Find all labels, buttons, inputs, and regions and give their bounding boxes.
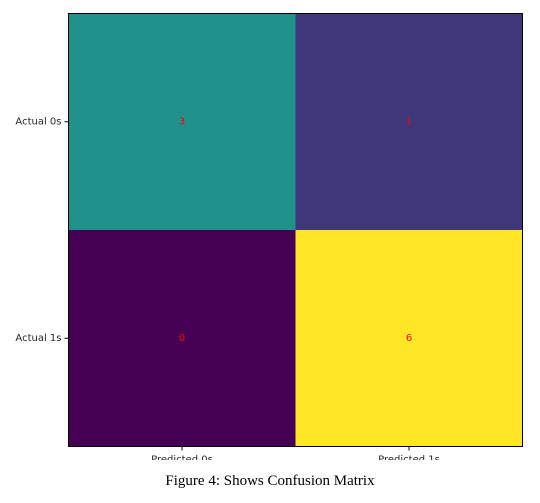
heatmap-cell-r0-c1	[295, 13, 523, 230]
heatmap-cells	[68, 13, 523, 447]
y-axis-ticks: Actual 0s Actual 1s	[15, 116, 69, 344]
y-tick-label-0: Actual 0s	[15, 116, 61, 127]
x-axis-ticks: Predicted 0s Predicted 1s	[151, 446, 440, 461]
cell-value-r0-c1: 1	[406, 116, 412, 127]
y-tick-label-1: Actual 1s	[15, 333, 61, 344]
plot-frame	[68, 13, 523, 447]
cell-value-labels: 3 1 0 6	[179, 116, 412, 344]
cell-value-r0-c0: 3	[179, 116, 185, 127]
cell-value-r1-c0: 0	[179, 333, 185, 344]
cell-value-r1-c1: 6	[406, 333, 412, 344]
heatmap-cell-r0-c0	[68, 13, 296, 230]
confusion-matrix-chart: 3 10 6 Predicted 0s Predicted 1s Actual 0sA…	[15, 13, 523, 461]
heatmap-cell-r1-c0	[68, 230, 296, 447]
heatmap-cell-r1-c1	[295, 230, 523, 447]
x-tick-label-0: Predicted 0s	[151, 455, 213, 461]
figure-caption: Figure 4: Shows Confusion Matrix	[165, 473, 375, 489]
x-tick-label-1: Predicted 1s	[378, 455, 440, 461]
